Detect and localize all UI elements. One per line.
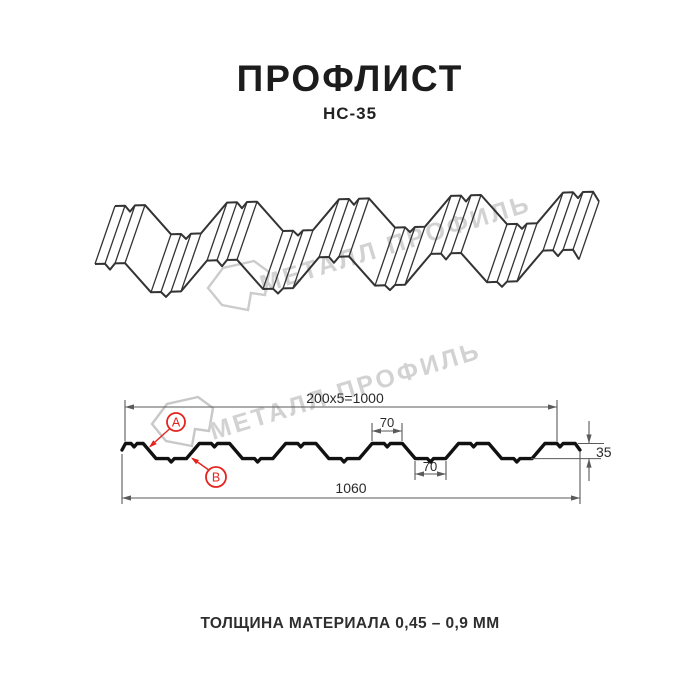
sketch-depth-line bbox=[404, 226, 426, 285]
dimension-arrowhead bbox=[586, 434, 592, 444]
dim-bottom-flange-label: 70 bbox=[423, 459, 437, 474]
sketch-depth-line bbox=[542, 192, 564, 251]
sketch-depth-line bbox=[160, 233, 182, 293]
sketch-depth-line bbox=[272, 230, 294, 289]
sketch-far-edge bbox=[114, 190, 600, 240]
dimension-arrowhead bbox=[548, 404, 557, 410]
sketch-depth-line bbox=[104, 205, 126, 264]
sketch-depth-line bbox=[450, 195, 472, 254]
callout-a-label: A bbox=[172, 416, 181, 430]
dimension-arrowhead bbox=[415, 471, 424, 477]
dimension-arrowhead bbox=[393, 428, 402, 434]
sketch-depth-line bbox=[430, 195, 452, 255]
sketch-depth-line bbox=[94, 205, 116, 265]
sketch-depth-line bbox=[124, 204, 146, 264]
sketch-depth-line bbox=[180, 233, 202, 292]
sketch-depth-line bbox=[216, 202, 238, 261]
sketch-depth-line bbox=[262, 230, 284, 290]
sketch-depth-line bbox=[348, 198, 370, 257]
sketch-depth-line bbox=[292, 229, 314, 289]
callout-a-circle bbox=[166, 412, 186, 432]
material-thickness-note: ТОЛЩИНА МАТЕРИАЛА 0,45 – 0,9 ММ bbox=[200, 615, 500, 632]
profile-3d-sketch bbox=[94, 190, 600, 298]
profile-cross-section bbox=[120, 400, 604, 504]
dimension-arrowhead bbox=[571, 495, 580, 501]
callout-b-arrowhead bbox=[191, 457, 199, 465]
cross-section-outline bbox=[120, 441, 582, 464]
sketch-depth-line bbox=[394, 226, 416, 286]
sketch-depth-line bbox=[236, 201, 258, 260]
sketch-depth-line bbox=[282, 230, 304, 289]
metall-profil-logo-icon bbox=[150, 395, 215, 448]
sketch-depth-line bbox=[562, 191, 584, 251]
callout-b-circle bbox=[205, 466, 227, 488]
sketch-depth-line bbox=[206, 202, 228, 261]
sketch-depth-line bbox=[460, 194, 482, 254]
profile-model-code: НС-35 bbox=[322, 104, 378, 123]
sketch-depth-line bbox=[338, 198, 360, 257]
sketch-depth-line bbox=[318, 199, 340, 258]
dimension-arrowhead bbox=[372, 428, 381, 434]
sketch-depth-line bbox=[114, 205, 136, 264]
sketch-depth-line bbox=[328, 198, 350, 258]
dim-height-label: 35 bbox=[596, 444, 612, 460]
sketch-depth-line bbox=[150, 234, 172, 293]
sketch-depth-line bbox=[384, 227, 406, 286]
sketch-near-edge bbox=[94, 248, 580, 298]
page-title: ПРОФЛИСТ bbox=[236, 58, 464, 99]
sketch-depth-line bbox=[506, 223, 528, 282]
sketch-depth-line bbox=[226, 201, 248, 261]
sketch-depth-line bbox=[486, 224, 508, 283]
dim-top-flange-label: 70 bbox=[380, 415, 394, 430]
dimension-arrowhead bbox=[122, 495, 131, 501]
watermark-upper: МЕТАЛЛ ПРОФИЛЬ bbox=[206, 189, 535, 312]
dimension-arrowhead bbox=[125, 404, 134, 410]
sketch-depth-line bbox=[552, 192, 574, 251]
sketch-depth-line bbox=[440, 195, 462, 254]
sketch-depth-line bbox=[578, 201, 600, 260]
dimension-arrowhead bbox=[586, 458, 592, 468]
dimension-arrowhead bbox=[437, 471, 446, 477]
callout-b-label: B bbox=[212, 471, 220, 485]
dim-top-span-label: 200x5=1000 bbox=[306, 390, 384, 406]
sketch-depth-line bbox=[170, 233, 192, 292]
callout-a-arrowhead bbox=[149, 440, 157, 448]
metall-profil-logo-icon bbox=[206, 259, 271, 312]
sketch-depth-line bbox=[496, 223, 518, 283]
sketch-depth-line bbox=[516, 223, 538, 282]
sketch-depth-line bbox=[374, 227, 396, 286]
sketch-depth-line bbox=[572, 191, 594, 250]
dim-overall-width-label: 1060 bbox=[335, 480, 366, 496]
